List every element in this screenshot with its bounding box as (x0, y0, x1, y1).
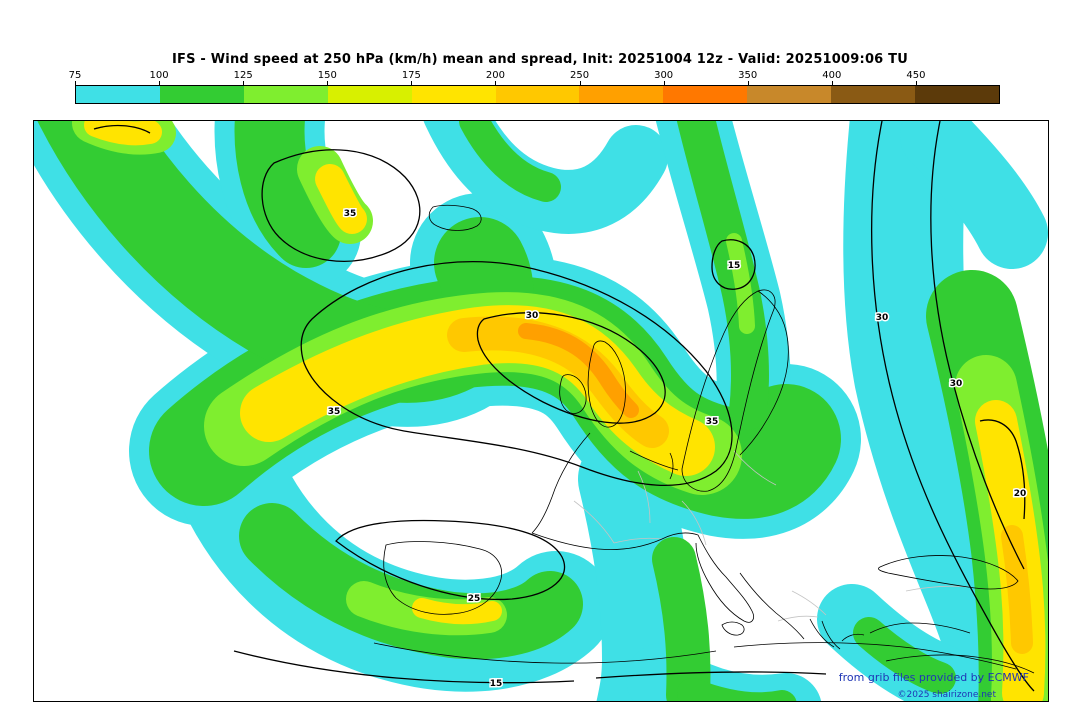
contour-label: 30 (950, 379, 963, 389)
scale-tick-label: 200 (485, 70, 505, 81)
coastline-layer (373, 204, 1035, 674)
country-border-layer (573, 450, 971, 622)
spread-contour-layer (93, 121, 1035, 692)
scale-tick-label: 300 (654, 70, 674, 81)
scale-tick-label: 250 (569, 70, 590, 81)
scale-tick-mark (327, 81, 329, 85)
scale-tick-label: 175 (401, 70, 421, 81)
scale-tick-mark (411, 81, 413, 85)
scale-segment (747, 86, 832, 103)
scale-color-segments (75, 85, 1000, 104)
scale-segment (327, 86, 412, 103)
scale-segment (915, 86, 999, 103)
contour-label: 25 (468, 594, 481, 604)
scale-tick-mark (159, 81, 161, 85)
scale-tick-label: 125 (233, 70, 253, 81)
scale-tick-label: 450 (906, 70, 926, 81)
contour-label: 15 (490, 679, 503, 689)
page-title: IFS - Wind speed at 250 hPa (km/h) mean … (172, 52, 908, 67)
scale-tick-label: 400 (822, 70, 842, 81)
scale-tick-mark (75, 81, 76, 85)
scale-tick-label: 350 (738, 70, 758, 81)
map-frame: 35 30 35 35 25 15 30 30 15 20 from grib … (33, 120, 1049, 702)
scale-tick-mark (747, 81, 749, 85)
scale-tick-mark (915, 81, 917, 85)
contour-label: 30 (876, 313, 889, 323)
scale-ticks: 75 100 125 150 175 200 250 300 350 400 4… (69, 70, 1000, 85)
contour-label: 35 (344, 209, 357, 219)
scale-tick-label: 150 (317, 70, 337, 81)
contour-label: 20 (1014, 489, 1027, 499)
scale-segment (663, 86, 748, 103)
scale-tick-mark (495, 81, 497, 85)
scale-segment (579, 86, 664, 103)
contour-label-layer: 35 30 35 35 25 15 30 30 15 20 (326, 208, 1028, 691)
color-scale-bar: 75 100 125 150 175 200 250 300 350 400 4… (69, 70, 1000, 106)
scale-tick-mark (831, 81, 833, 85)
scale-tick-label: 100 (149, 70, 169, 81)
scale-segment (411, 86, 496, 103)
contour-label: 35 (706, 417, 719, 427)
scale-segment (243, 86, 328, 103)
weather-map-svg: 35 30 35 35 25 15 30 30 15 20 from grib … (34, 121, 1048, 701)
scale-tick-label: 75 (68, 70, 82, 81)
scale-segment (159, 86, 244, 103)
scale-segment (76, 86, 160, 103)
credits: from grib files provided by ECMWF ©2025 … (839, 671, 1029, 700)
contour-label: 30 (526, 311, 539, 321)
contour-label: 15 (728, 261, 741, 271)
scale-segment (831, 86, 916, 103)
scale-tick-mark (663, 81, 665, 85)
scale-tick-mark (579, 81, 581, 85)
credit-source-text: from grib files provided by ECMWF (839, 671, 1029, 684)
credit-copyright-text: ©2025 shairizone.net (898, 690, 997, 700)
scale-segment (495, 86, 580, 103)
scale-tick-mark (243, 81, 245, 85)
contour-label: 35 (328, 407, 341, 417)
wind-speed-fill-layer (34, 121, 1048, 701)
